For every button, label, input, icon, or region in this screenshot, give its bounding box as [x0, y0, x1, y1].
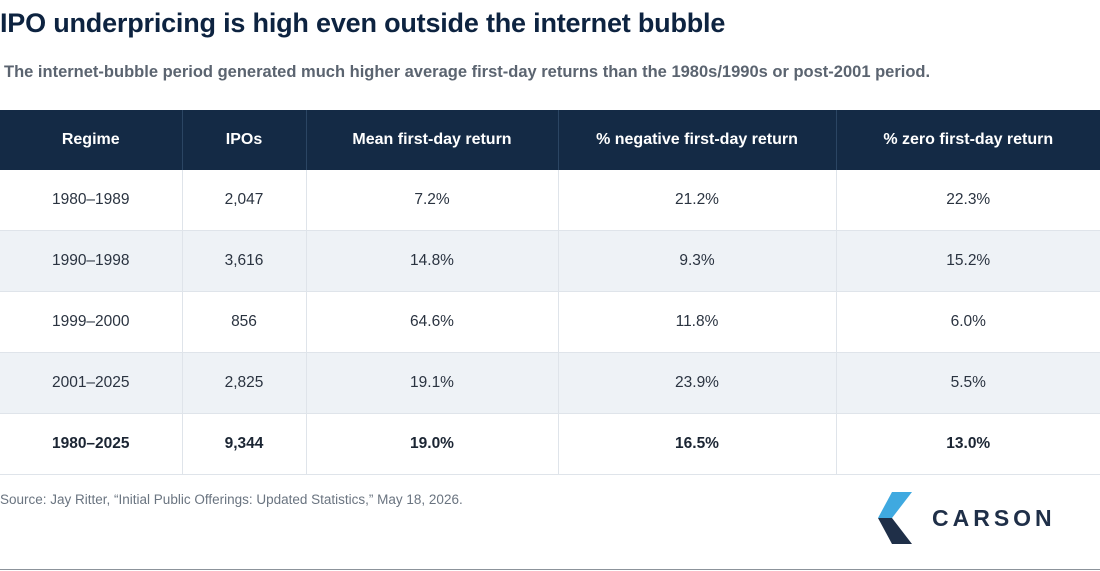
table-cell: 64.6% — [306, 291, 559, 353]
table-cell: 2,047 — [182, 170, 307, 231]
table-cell: 9,344 — [182, 413, 307, 475]
table-row: 1980–1989 2,047 7.2% 21.2% 22.3% — [0, 170, 1100, 231]
table-cell: 19.1% — [306, 352, 559, 414]
table-cell: 856 — [182, 291, 307, 353]
table-cell: 9.3% — [558, 230, 837, 292]
column-header-ipos: IPOs — [182, 110, 307, 170]
table-cell: 14.8% — [306, 230, 559, 292]
table-header-row: Regime IPOs Mean first-day return % nega… — [0, 110, 1100, 170]
ipo-regime-table: Regime IPOs Mean first-day return % nega… — [0, 110, 1100, 475]
table-cell: 22.3% — [836, 170, 1100, 231]
table-cell: 1990–1998 — [0, 230, 183, 292]
table-cell: 2,825 — [182, 352, 307, 414]
table-row: 2001–2025 2,825 19.1% 23.9% 5.5% — [0, 352, 1100, 414]
table-cell: 3,616 — [182, 230, 307, 292]
table-cell: 11.8% — [558, 291, 837, 353]
carson-logo: CARSON — [878, 492, 1056, 544]
table-cell: 1980–2025 — [0, 413, 183, 475]
table-cell: 13.0% — [836, 413, 1100, 475]
table-row: 1999–2000 856 64.6% 11.8% 6.0% — [0, 291, 1100, 353]
source-note: Source: Jay Ritter, “Initial Public Offe… — [0, 492, 463, 507]
column-header-regime: Regime — [0, 110, 183, 170]
logo-wordmark: CARSON — [932, 504, 1056, 531]
column-header-zero-return: % zero first-day return — [836, 110, 1100, 170]
table-cell: 21.2% — [558, 170, 837, 231]
table-cell: 16.5% — [558, 413, 837, 475]
column-header-negative-return: % negative first-day return — [558, 110, 837, 170]
table-row: 1990–1998 3,616 14.8% 9.3% 15.2% — [0, 230, 1100, 292]
column-header-mean-return: Mean first-day return — [306, 110, 559, 170]
table-total-row: 1980–2025 9,344 19.0% 16.5% 13.0% — [0, 413, 1100, 475]
table-cell: 15.2% — [836, 230, 1100, 292]
page-title: IPO underpricing is high even outside th… — [0, 8, 726, 38]
table-cell: 7.2% — [306, 170, 559, 231]
table-cell: 19.0% — [306, 413, 559, 475]
bottom-divider — [0, 569, 1100, 570]
carson-chevron-icon — [878, 492, 912, 544]
table-cell: 2001–2025 — [0, 352, 183, 414]
table-cell: 6.0% — [836, 291, 1100, 353]
table-cell: 1980–1989 — [0, 170, 183, 231]
page-subtitle: The internet-bubble period generated muc… — [4, 63, 931, 81]
table-cell: 1999–2000 — [0, 291, 183, 353]
table-cell: 23.9% — [558, 352, 837, 414]
table-cell: 5.5% — [836, 352, 1100, 414]
